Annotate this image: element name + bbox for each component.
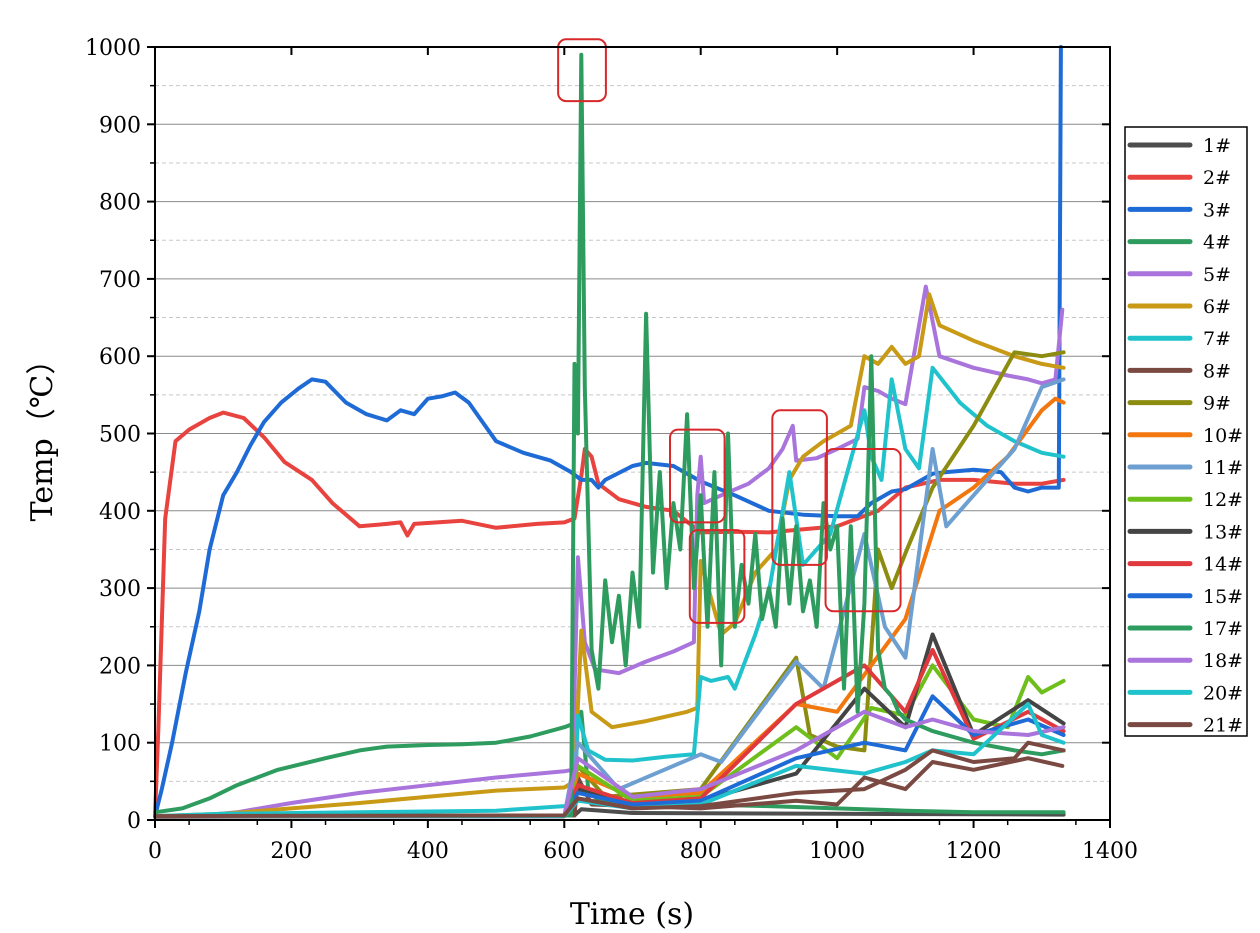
x-tick-label: 1200 bbox=[946, 839, 1002, 864]
x-tick-label: 1000 bbox=[809, 839, 865, 864]
y-tick-label: 100 bbox=[99, 732, 141, 757]
series-line-9 bbox=[153, 350, 1066, 819]
legend-label: 10# bbox=[1203, 425, 1243, 447]
y-tick-label: 200 bbox=[99, 654, 141, 679]
highlight-box bbox=[824, 447, 902, 613]
highlight-box bbox=[771, 409, 828, 566]
legend-label: 12# bbox=[1203, 489, 1243, 511]
series-line-7 bbox=[153, 365, 1066, 819]
legend: 1# 2# 3# 4# 5# 6# 7# 8# 9# 10# 11# 12# 13# 14# 15# 17# 1… bbox=[1124, 126, 1248, 737]
legend-label: 21# bbox=[1203, 715, 1243, 737]
series-line-21 bbox=[153, 740, 1066, 819]
legend-label: 11# bbox=[1203, 457, 1243, 479]
x-tick-label: 1400 bbox=[1082, 839, 1138, 864]
y-tick-label: 0 bbox=[127, 809, 141, 834]
y-tick-label: 1000 bbox=[85, 36, 141, 61]
x-tick-label: 800 bbox=[680, 839, 722, 864]
legend-label: 6# bbox=[1203, 296, 1231, 318]
x-axis-title: Time (s) bbox=[570, 897, 694, 932]
legend-label: 8# bbox=[1203, 360, 1231, 382]
legend-label: 18# bbox=[1203, 650, 1243, 672]
legend-label: 13# bbox=[1203, 521, 1243, 543]
highlight-box bbox=[669, 428, 726, 524]
series-line-2 bbox=[153, 410, 1066, 819]
y-tick-label: 900 bbox=[99, 113, 141, 138]
y-tick-label: 400 bbox=[99, 500, 141, 525]
highlight-boxes bbox=[557, 38, 902, 624]
series-lines bbox=[153, 45, 1066, 819]
legend-label: 20# bbox=[1203, 682, 1243, 704]
legend-label: 3# bbox=[1203, 199, 1231, 221]
y-axis-title: Temp（℃） bbox=[25, 345, 60, 522]
series-line-3 bbox=[153, 45, 1063, 819]
legend-label: 15# bbox=[1203, 586, 1243, 608]
legend-label: 14# bbox=[1203, 554, 1243, 576]
series-line-4 bbox=[153, 709, 1066, 815]
legend-label: 9# bbox=[1203, 393, 1231, 415]
x-tick-label: 600 bbox=[543, 839, 585, 864]
axis-ticks: 0 200 400 600 800 1000 1200 1400 0 100 200 300 400 50… bbox=[85, 36, 1138, 864]
highlight-box bbox=[688, 529, 746, 624]
legend-label: 17# bbox=[1203, 618, 1243, 640]
y-tick-label: 700 bbox=[99, 268, 141, 293]
legend-label: 5# bbox=[1203, 264, 1231, 286]
legend-label: 7# bbox=[1203, 328, 1231, 350]
legend-label: 2# bbox=[1203, 167, 1231, 189]
series-line-12 bbox=[153, 663, 1066, 819]
series-line-10 bbox=[153, 396, 1066, 819]
y-tick-label: 600 bbox=[99, 345, 141, 370]
series-line-18 bbox=[153, 709, 1066, 819]
x-tick-label: 0 bbox=[148, 839, 162, 864]
series-line-8 bbox=[153, 756, 1065, 819]
series-line-5 bbox=[153, 284, 1065, 819]
legend-label: 1# bbox=[1203, 135, 1231, 157]
series-line-17 bbox=[153, 52, 1066, 819]
legend-label: 4# bbox=[1203, 232, 1231, 254]
highlight-box bbox=[557, 38, 607, 103]
y-tick-label: 300 bbox=[99, 577, 141, 602]
y-tick-label: 800 bbox=[99, 191, 141, 216]
x-tick-label: 400 bbox=[407, 839, 449, 864]
x-tick-label: 200 bbox=[270, 839, 312, 864]
legend-box bbox=[1124, 126, 1248, 737]
y-tick-label: 500 bbox=[99, 423, 141, 448]
